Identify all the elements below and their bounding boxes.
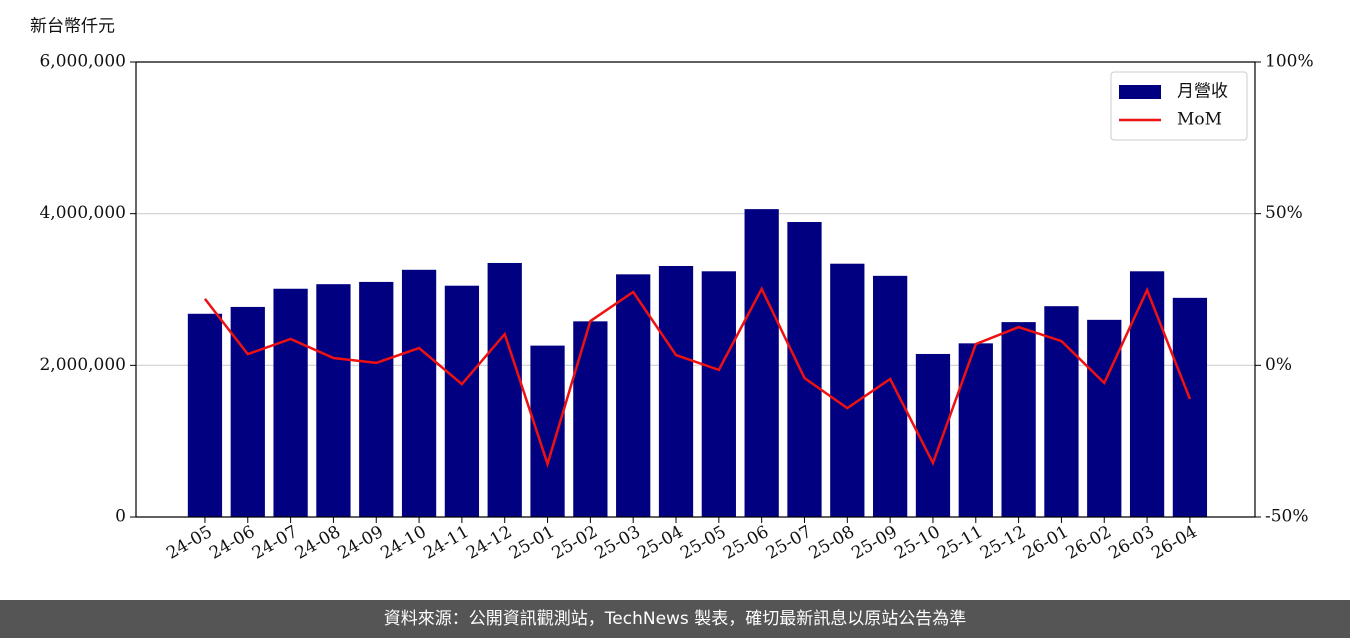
x-tick-label: 24-07 xyxy=(249,522,301,564)
y-tick-label: 4,000,000 xyxy=(39,203,126,223)
y2-tick-label: 0% xyxy=(1265,355,1292,375)
bar xyxy=(316,284,351,517)
x-tick-label: 24-05 xyxy=(163,522,215,564)
x-tick-label: 26-01 xyxy=(1020,522,1072,564)
bar xyxy=(701,271,736,517)
x-tick-label: 26-02 xyxy=(1063,522,1115,564)
line xyxy=(203,286,1192,469)
x-tick-label: 24-08 xyxy=(292,522,344,564)
y-axis-label: 新台幣仟元 xyxy=(30,17,115,37)
y2-tick-label: 50% xyxy=(1265,203,1303,223)
y-tick-label: 6,000,000 xyxy=(39,52,126,72)
bar xyxy=(401,269,437,517)
x-tick-label: 25-07 xyxy=(763,522,815,564)
bar xyxy=(230,306,265,517)
bar xyxy=(444,285,480,517)
bar xyxy=(787,222,822,517)
x-tick-label: 25-10 xyxy=(891,522,943,564)
bar xyxy=(915,353,951,517)
footer: 資料來源：公開資訊觀測站，TechNews 製表，確切最新訊息以原站公告為準 xyxy=(0,600,1350,638)
y2-tick-label: -50% xyxy=(1265,507,1309,527)
x-tick-label: 26-03 xyxy=(1105,522,1157,564)
x-tick-label: 25-12 xyxy=(977,522,1029,564)
x-tick-label: 25-02 xyxy=(549,522,601,564)
y-tick-label: 2,000,000 xyxy=(39,355,126,375)
x-tick-label: 24-06 xyxy=(206,522,258,564)
x-tick-label: 24-09 xyxy=(335,522,387,564)
x-tick-label: 25-09 xyxy=(848,522,900,564)
x-tick-label: 25-03 xyxy=(591,522,643,564)
legend-swatch xyxy=(1119,85,1161,99)
bar xyxy=(359,281,394,517)
x-tick-label: 26-04 xyxy=(1148,522,1200,564)
x-tick-label: 25-05 xyxy=(677,522,729,564)
legend-label: MoM xyxy=(1177,110,1222,130)
x-tick-label: 24-11 xyxy=(420,522,472,564)
bar xyxy=(744,209,779,517)
bar xyxy=(1087,319,1122,517)
bar xyxy=(616,274,651,517)
bar xyxy=(1001,322,1036,517)
x-tick-label: 24-10 xyxy=(377,522,429,564)
bar xyxy=(573,321,608,517)
bar xyxy=(658,265,694,517)
x-tick-label: 25-04 xyxy=(634,522,686,564)
x-tick-label: 24-12 xyxy=(463,522,515,564)
bar xyxy=(273,288,308,517)
y2-tick-label: 100% xyxy=(1265,52,1314,72)
legend-label: 月營收 xyxy=(1177,82,1228,102)
chart: 新台幣仟元 0 2,000,000 4,000,000 6,000,000 -50% 0%… xyxy=(30,17,1314,564)
plot-frame xyxy=(135,61,1256,518)
bar xyxy=(1129,271,1165,517)
x-tick-label: 25-01 xyxy=(506,522,558,564)
bar xyxy=(487,262,522,517)
x-tick-label: 25-11 xyxy=(934,522,986,564)
bar xyxy=(187,313,223,517)
x-tick-label: 25-06 xyxy=(720,522,772,564)
bar xyxy=(873,275,908,517)
y-tick-label: 0 xyxy=(115,507,126,527)
bar xyxy=(830,263,865,517)
bar xyxy=(958,343,993,517)
bar xyxy=(1172,297,1208,517)
x-tick-label: 25-08 xyxy=(806,522,858,564)
